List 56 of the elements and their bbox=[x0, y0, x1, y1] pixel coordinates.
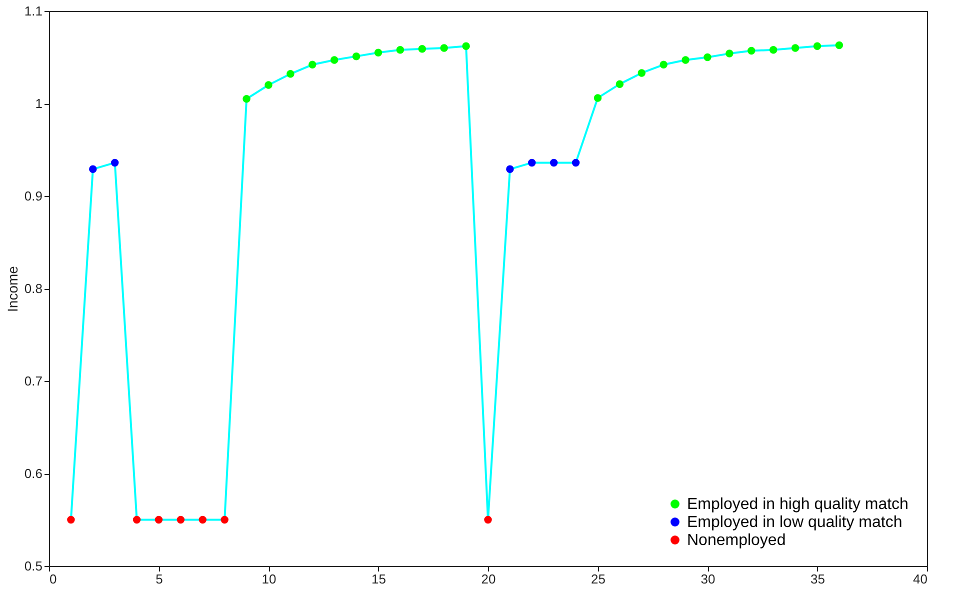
y-axis-title: Income bbox=[4, 266, 20, 312]
point bbox=[528, 158, 536, 167]
point bbox=[660, 60, 668, 69]
point bbox=[572, 158, 580, 167]
y-tick-label: 0.5 bbox=[24, 558, 42, 574]
point bbox=[352, 52, 360, 60]
point bbox=[791, 44, 800, 52]
point bbox=[440, 44, 448, 52]
point bbox=[462, 42, 470, 50]
point bbox=[682, 56, 690, 64]
point bbox=[220, 516, 228, 524]
point bbox=[594, 94, 602, 102]
point bbox=[198, 516, 207, 524]
point bbox=[506, 165, 514, 174]
point bbox=[374, 48, 382, 56]
point bbox=[726, 50, 734, 58]
point bbox=[616, 80, 624, 88]
point bbox=[396, 46, 404, 54]
point bbox=[484, 516, 492, 524]
point bbox=[769, 46, 778, 54]
x-tick-label: 30 bbox=[700, 572, 716, 586]
point bbox=[132, 516, 141, 524]
point bbox=[154, 516, 163, 524]
y-tick-label: 1 bbox=[35, 96, 42, 111]
y-tick-label: 0.7 bbox=[24, 374, 42, 388]
x-tick-label: 10 bbox=[262, 572, 276, 586]
legend-label: Employed in high quality match bbox=[687, 496, 908, 513]
x-tick-label: 40 bbox=[913, 572, 928, 586]
point bbox=[89, 165, 97, 174]
point bbox=[813, 42, 822, 50]
point bbox=[638, 69, 646, 77]
y-tick-label: 0.9 bbox=[24, 188, 42, 204]
point bbox=[67, 516, 75, 524]
x-tick-label: 0 bbox=[50, 572, 57, 586]
point bbox=[418, 45, 426, 53]
x-tick-label: 15 bbox=[372, 572, 386, 586]
point bbox=[176, 516, 185, 524]
y-tick-label: 1.1 bbox=[24, 4, 42, 18]
x-tick-label: 5 bbox=[156, 572, 163, 586]
point bbox=[748, 46, 756, 55]
point bbox=[286, 70, 294, 78]
point bbox=[242, 95, 250, 103]
x-tick-label: 35 bbox=[810, 572, 825, 586]
point bbox=[835, 41, 844, 50]
point bbox=[110, 158, 119, 167]
point bbox=[330, 56, 338, 64]
y-tick-label: 0.8 bbox=[24, 281, 42, 296]
legend-label: Nonemployed bbox=[687, 532, 786, 549]
x-tick-label: 25 bbox=[591, 572, 606, 586]
point bbox=[264, 81, 272, 89]
x-tick-label: 20 bbox=[481, 572, 496, 586]
point bbox=[704, 53, 712, 62]
point bbox=[550, 158, 558, 167]
y-tick-label: 0.6 bbox=[24, 466, 42, 481]
legend-label: Employed in low quality match bbox=[687, 514, 902, 531]
point bbox=[308, 60, 316, 69]
